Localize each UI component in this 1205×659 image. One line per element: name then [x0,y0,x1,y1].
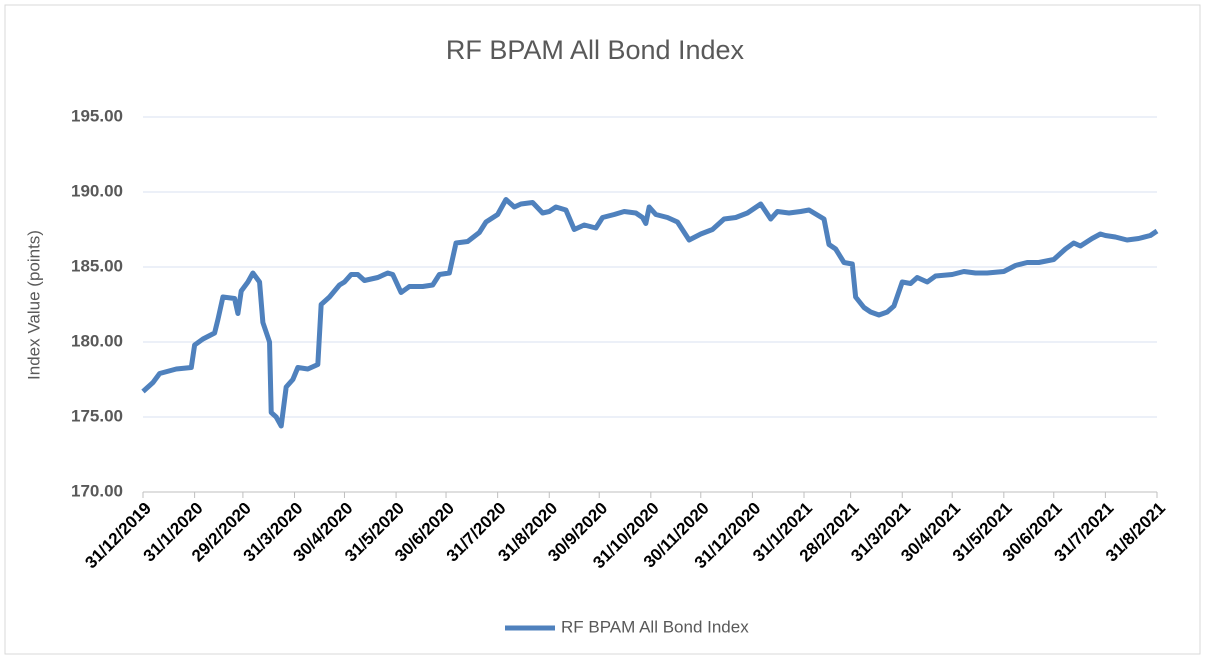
y-tick-label: 170.00 [71,481,123,500]
y-tick-label: 195.00 [71,106,123,125]
y-tick-label: 190.00 [71,181,123,200]
y-tick-label: 180.00 [71,331,123,350]
y-tick-label: 185.00 [71,256,123,275]
chart-title: RF BPAM All Bond Index [446,35,745,65]
chart-border [4,4,1201,655]
legend-label: RF BPAM All Bond Index [561,617,749,636]
y-axis-label: Index Value (points) [24,230,43,380]
line-series [141,197,1159,429]
y-tick-label: 175.00 [71,406,123,425]
